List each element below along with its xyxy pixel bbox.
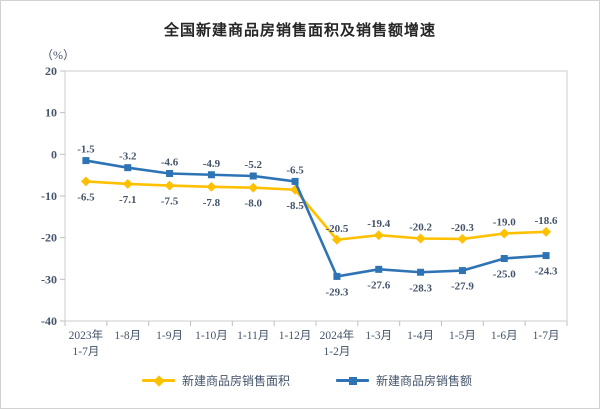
x-tick-label: 1-7月 (72, 346, 99, 358)
data-label: -19.4 (367, 218, 390, 230)
diamond-marker-icon (541, 226, 552, 237)
square-marker-icon (82, 157, 90, 165)
legend-line-sales-area (141, 374, 175, 387)
square-marker-icon (207, 171, 215, 179)
x-tick-label: 1-11月 (237, 330, 269, 342)
square-marker-icon (166, 170, 174, 177)
legend-line-sales-amount (336, 376, 369, 385)
square-marker-icon (333, 272, 341, 280)
data-label: -25.0 (493, 269, 516, 281)
legend-label-sales-area: 新建商品房销售面积 (181, 374, 290, 388)
y-tick-label: 0 (51, 147, 57, 161)
series-line (85, 180, 547, 242)
square-marker-icon (124, 164, 132, 172)
data-label: -19.0 (493, 217, 516, 229)
data-label: -29.3 (325, 286, 348, 298)
data-label: -8.5 (286, 200, 304, 212)
diamond-marker-icon (164, 180, 175, 191)
data-label: -27.6 (367, 279, 390, 291)
data-label: -6.5 (77, 191, 95, 203)
series-line (85, 159, 547, 278)
y-tick-label: -20 (41, 231, 57, 245)
data-label: -20.5 (325, 223, 348, 235)
data-label: -20.2 (409, 222, 432, 234)
series-1: -1.5 -3.2 -4.6 -4.9 -5.2 -6.5 -29.3 -27.6 -28.3 -… (77, 144, 558, 299)
x-tick-label: 1-10月 (195, 330, 228, 342)
data-label: -5.2 (245, 159, 263, 171)
data-label: -18.6 (535, 215, 558, 227)
data-label: -7.1 (119, 194, 136, 206)
y-tick-label: 20 (45, 64, 57, 78)
data-label: -8.0 (245, 198, 263, 210)
diamond-marker-icon (499, 228, 510, 239)
diamond-marker-icon (206, 181, 217, 192)
square-marker-icon (291, 177, 299, 185)
diamond-marker-icon (80, 176, 91, 187)
x-tick-label: 1-7月 (533, 330, 560, 342)
chart-title: 全国新建商品房销售面积及销售额增速 (163, 22, 436, 39)
diamond-marker-icon (153, 374, 165, 387)
square-marker-icon (417, 268, 425, 276)
legend-label-sales-amount: 新建商品房销售额 (376, 374, 473, 388)
x-tick-label: 1-9月 (156, 330, 183, 342)
x-tick-label: 1-3月 (365, 330, 392, 342)
data-label: -28.3 (409, 282, 432, 294)
x-tick-label: 1-4月 (407, 330, 434, 342)
plot-border (64, 70, 568, 322)
square-marker-icon (458, 267, 466, 275)
x-tick-label: 1-5月 (449, 330, 476, 342)
data-label: -24.3 (535, 266, 558, 278)
x-tick-label: 1-8月 (114, 330, 141, 342)
data-label: -1.5 (77, 144, 95, 156)
x-tick-label: 1-6月 (491, 330, 518, 342)
legend-item-sales-area[interactable]: 新建商品房销售面积 (141, 372, 290, 389)
data-label: -7.8 (203, 197, 221, 209)
y-tick-label: -10 (41, 189, 57, 203)
x-tick-label: 1-12月 (279, 330, 312, 342)
x-tick-label: 2024年 (320, 328, 355, 342)
square-marker-icon (542, 252, 550, 260)
square-marker-icon (249, 172, 257, 180)
y-tick-label: -30 (41, 272, 57, 286)
y-tick-label: 10 (45, 106, 57, 120)
legend-item-sales-amount[interactable]: 新建商品房销售额 (336, 372, 472, 389)
data-label: -20.3 (451, 222, 474, 234)
data-label: -7.5 (161, 196, 179, 208)
y-axis: 20 10 0 -10 -20 -30 -40 (41, 64, 65, 328)
square-marker-icon (500, 255, 508, 262)
diamond-marker-icon (331, 234, 342, 245)
diamond-marker-icon (122, 178, 133, 189)
diamond-marker-icon (248, 182, 259, 193)
x-axis: 2023年 1-7月 1-8月 1-9月 1-10月 1-11月 1-12月 2024年 1-2… (64, 321, 568, 358)
legend: 新建商品房销售面积 新建商品房销售额 (1, 372, 599, 389)
square-marker-icon (375, 265, 383, 273)
x-tick-label: 2023年 (69, 328, 104, 342)
diamond-marker-icon (415, 233, 426, 244)
data-label: -6.5 (286, 164, 304, 176)
data-label: -4.9 (203, 158, 221, 170)
x-tick-label: 1-2月 (323, 346, 350, 358)
y-axis-unit-label: （%） (41, 48, 75, 62)
series-0: -6.5 -7.1 -7.5 -7.8 -8.0 -8.5 -20.5 -19.4 -20.2 -… (77, 176, 558, 245)
y-tick-label: -40 (41, 314, 57, 328)
data-label: -4.6 (161, 157, 179, 169)
data-label: -27.9 (451, 281, 474, 293)
square-marker-icon (349, 376, 357, 385)
diamond-marker-icon (373, 230, 384, 241)
diamond-marker-icon (457, 233, 468, 244)
data-label: -3.2 (119, 151, 137, 163)
